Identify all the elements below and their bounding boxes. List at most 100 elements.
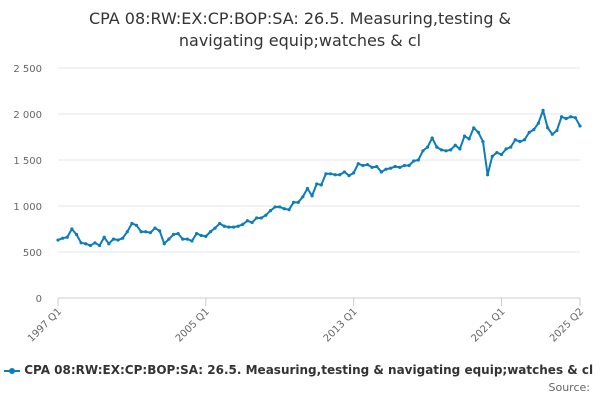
data-point[interactable] (365, 163, 370, 167)
data-point[interactable] (356, 162, 360, 166)
data-point[interactable] (264, 213, 268, 217)
data-point[interactable] (541, 108, 545, 112)
data-point[interactable] (227, 225, 231, 229)
data-point[interactable] (241, 222, 245, 226)
data-point[interactable] (245, 219, 249, 223)
data-point[interactable] (430, 136, 434, 140)
data-point[interactable] (250, 220, 254, 225)
data-point[interactable] (97, 243, 102, 248)
data-point[interactable] (121, 236, 125, 240)
data-point[interactable] (379, 170, 383, 174)
data-point[interactable] (569, 115, 573, 119)
data-point[interactable] (550, 132, 554, 136)
data-point[interactable] (158, 229, 162, 233)
data-point[interactable] (144, 230, 148, 234)
data-point[interactable] (236, 224, 240, 228)
data-point[interactable] (88, 243, 92, 248)
data-point[interactable] (546, 126, 550, 130)
data-point[interactable] (204, 234, 208, 238)
data-point[interactable] (564, 117, 568, 121)
data-point[interactable] (449, 148, 453, 152)
data-point[interactable] (171, 232, 176, 237)
data-point[interactable] (134, 223, 139, 227)
data-point[interactable] (148, 231, 152, 235)
data-point[interactable] (453, 143, 457, 147)
data-point[interactable] (472, 126, 476, 130)
data-point[interactable] (555, 128, 559, 133)
data-point[interactable] (130, 221, 134, 226)
data-point[interactable] (352, 171, 356, 175)
data-point[interactable] (467, 137, 471, 141)
data-point[interactable] (573, 116, 577, 120)
data-point[interactable] (301, 195, 305, 199)
data-point[interactable] (218, 221, 222, 226)
data-point[interactable] (518, 140, 522, 144)
data-point[interactable] (416, 158, 420, 162)
data-point[interactable] (93, 241, 97, 245)
data-point[interactable] (315, 182, 319, 186)
data-point[interactable] (342, 170, 347, 174)
data-point[interactable] (282, 207, 286, 211)
data-point[interactable] (222, 224, 226, 228)
data-point[interactable] (111, 237, 116, 241)
data-point[interactable] (407, 163, 411, 168)
data-point[interactable] (65, 235, 69, 239)
data-point[interactable] (389, 166, 393, 170)
data-point[interactable] (185, 237, 189, 241)
data-point[interactable] (439, 148, 444, 152)
data-point[interactable] (287, 208, 291, 212)
data-point[interactable] (398, 165, 402, 169)
data-point[interactable] (61, 236, 65, 240)
data-point[interactable] (70, 227, 74, 231)
data-point[interactable] (509, 145, 513, 149)
data-point[interactable] (527, 130, 531, 134)
data-point[interactable] (393, 164, 397, 169)
data-point[interactable] (328, 172, 333, 176)
data-point[interactable] (578, 124, 582, 128)
data-point[interactable] (176, 232, 180, 236)
data-point[interactable] (462, 134, 467, 138)
data-point[interactable] (255, 216, 259, 220)
data-point[interactable] (499, 152, 504, 157)
data-point[interactable] (107, 242, 111, 246)
data-point[interactable] (370, 165, 374, 169)
legend[interactable]: CPA 08:RW:EX:CP:BOP:SA: 26.5. Measuring,… (4, 363, 600, 379)
data-point[interactable] (291, 200, 296, 204)
data-point[interactable] (458, 147, 462, 151)
data-point[interactable] (481, 140, 485, 144)
data-point[interactable] (513, 138, 517, 142)
data-point[interactable] (425, 145, 430, 149)
data-point[interactable] (278, 205, 282, 209)
data-point[interactable] (476, 130, 480, 134)
data-point[interactable] (402, 163, 407, 168)
data-point[interactable] (296, 200, 300, 204)
data-point[interactable] (231, 225, 236, 229)
data-point[interactable] (84, 242, 88, 246)
data-point[interactable] (347, 174, 351, 178)
data-point[interactable] (194, 232, 199, 236)
data-point[interactable] (361, 163, 365, 168)
data-point[interactable] (273, 205, 277, 209)
data-point[interactable] (208, 230, 213, 234)
data-point[interactable] (213, 226, 217, 230)
data-point[interactable] (324, 172, 328, 176)
data-point[interactable] (74, 232, 79, 237)
data-point[interactable] (504, 147, 508, 151)
data-point[interactable] (435, 145, 439, 149)
data-point[interactable] (310, 194, 314, 198)
data-point[interactable] (333, 173, 337, 177)
data-point[interactable] (268, 209, 273, 213)
data-point[interactable] (199, 233, 203, 238)
data-point[interactable] (56, 238, 60, 242)
data-point[interactable] (536, 121, 541, 125)
data-point[interactable] (375, 164, 379, 169)
data-point[interactable] (495, 151, 499, 155)
data-point[interactable] (181, 237, 185, 241)
data-point[interactable] (532, 128, 536, 132)
data-point[interactable] (162, 242, 166, 246)
data-point[interactable] (153, 226, 157, 230)
data-point[interactable] (102, 235, 106, 239)
data-point[interactable] (338, 173, 342, 177)
data-point[interactable] (559, 115, 564, 119)
data-point[interactable] (190, 239, 194, 243)
